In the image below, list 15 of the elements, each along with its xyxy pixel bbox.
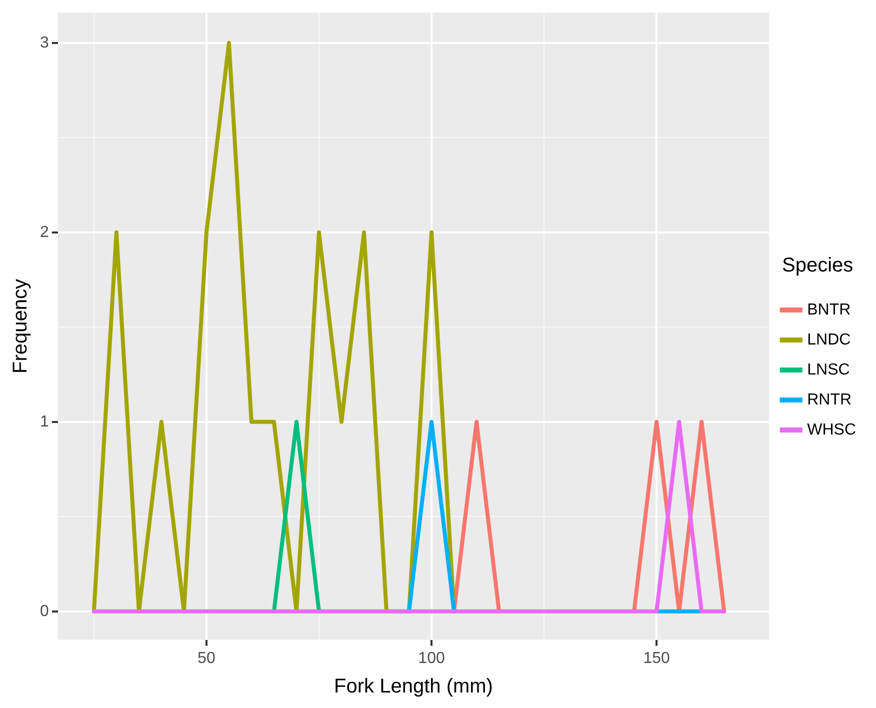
x-tick-label: 100 (418, 650, 445, 667)
y-axis-title: Frequency (10, 278, 32, 374)
x-tick-label: 150 (643, 650, 670, 667)
legend-label: RNTR (807, 391, 852, 408)
y-tick-label: 3 (40, 34, 49, 52)
legend-label: LNSC (807, 361, 850, 378)
x-axis-title: Fork Length (mm) (334, 676, 493, 698)
legend-label: WHSC (807, 421, 856, 438)
y-tick-label: 2 (40, 224, 49, 241)
legend-title: Species (782, 254, 854, 277)
y-tick-label: 0 (40, 602, 49, 620)
y-tick-label: 1 (40, 413, 49, 430)
x-tick-label: 50 (198, 650, 216, 667)
legend-label: LNDC (807, 331, 851, 348)
legend-label: BNTR (807, 301, 851, 318)
